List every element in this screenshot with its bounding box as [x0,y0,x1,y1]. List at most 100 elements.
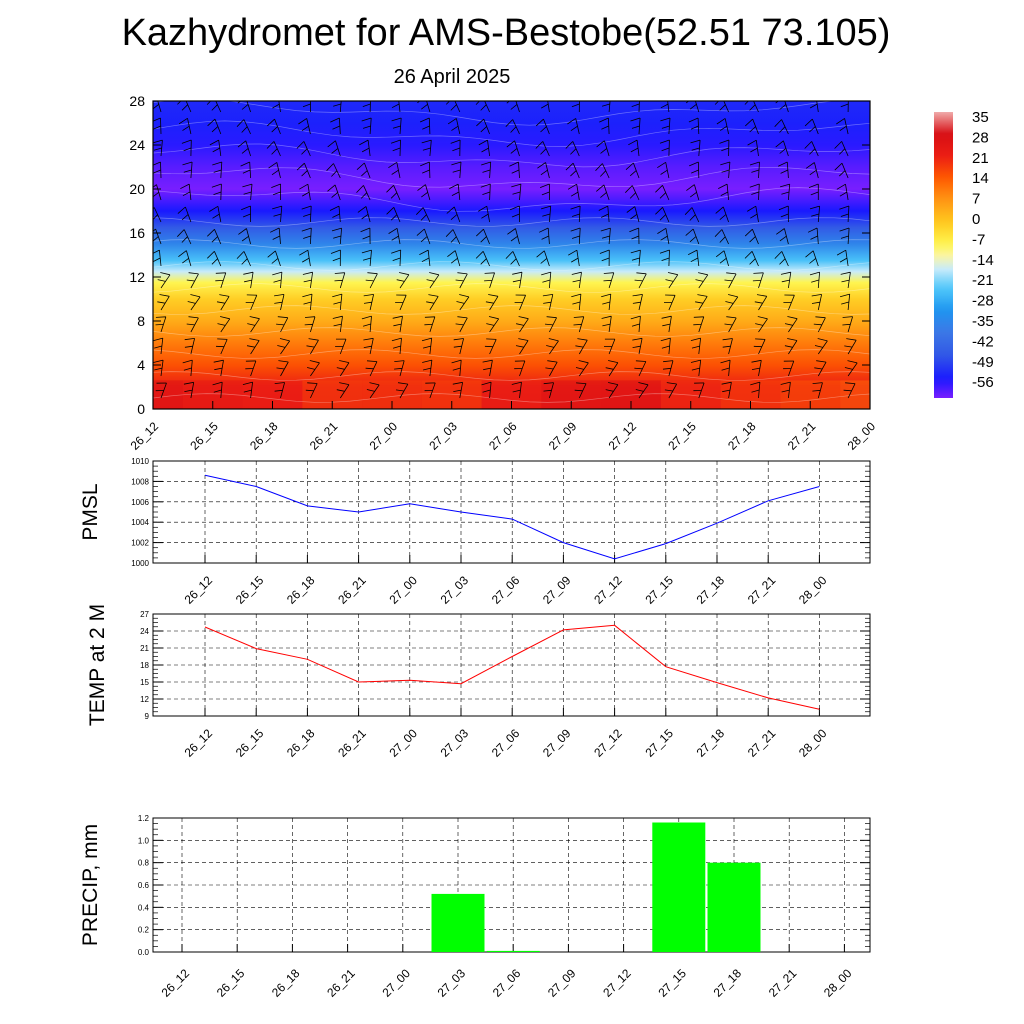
wind-barb [814,338,828,355]
wind-barb [754,294,768,311]
wind-barb [628,139,640,157]
wind-barb [335,338,347,355]
wind-barb [716,118,729,135]
colorbar-label: -42 [972,333,994,350]
wind-barb [536,250,550,267]
wind-barb [237,140,251,157]
wind-barb [245,360,257,377]
y-tick-label: 0.2 [138,926,150,935]
wind-barb [812,382,823,399]
wind-barb [567,118,580,135]
wind-barb [690,359,702,377]
wind-barb [209,205,222,223]
x-tick-label: 27_18 [694,573,728,607]
wind-barb [783,360,795,377]
wind-barb [359,139,371,157]
colorbar-label: -56 [972,374,994,391]
wind-barb [361,249,372,267]
x-tick-label: 27_21 [766,966,800,1000]
wind-barb [396,272,410,289]
wind-barb [478,205,490,223]
wind-barb [811,294,822,311]
wind-barb [725,294,739,311]
wind-barb [330,117,341,135]
wind-barb [538,101,550,113]
y-tick-label: 18 [140,661,149,670]
wind-barb [242,183,253,201]
wind-barb [481,161,492,179]
x-tick-label: 28_00 [821,966,855,1000]
wind-barb [267,250,281,267]
wind-barb [327,184,341,201]
wind-barb [356,185,371,201]
wind-barb [391,337,402,355]
x-tick-label: 27_15 [642,726,676,760]
wind-barb [153,359,164,377]
wind-barb [246,338,260,355]
wind-barb [421,139,432,157]
wind-barb [395,382,409,399]
x-tick-label: 27_06 [489,726,523,760]
wind-barb [243,271,254,289]
wind-barb [356,162,371,179]
wind-barb [839,205,850,223]
x-tick-label: 27_12 [591,726,625,760]
wind-barb [695,272,709,289]
wind-barb [778,161,789,179]
wind-barb [447,118,461,135]
wind-barb [247,316,260,333]
wind-barb [834,141,849,157]
wind-barb [419,249,431,267]
wind-barb [813,316,826,333]
wind-barb [445,101,461,113]
wind-barb [809,271,820,289]
wind-barb [722,338,733,355]
wind-barb [632,294,643,311]
x-tick-label: 28_00 [796,573,830,607]
wind-barb [808,183,819,200]
wind-barb [567,183,580,201]
wind-barb [272,205,283,223]
wind-barb [392,315,403,333]
wind-barb [240,161,251,179]
contour-line [153,327,870,337]
wind-barb [153,249,162,267]
wind-barb [836,249,849,267]
x-tick-label: 28_00 [796,726,830,760]
y-tick-label: 0.0 [138,948,150,957]
x-tick-label: 27_15 [665,419,699,453]
wind-barb [599,249,610,267]
wind-barb [302,293,313,311]
wind-barb [155,382,167,399]
wind-barb [659,249,670,267]
wind-barb [386,185,401,201]
wind-barb [631,101,640,113]
wind-barb [720,161,731,179]
wind-barb [304,316,316,333]
y-tick-label: 12 [129,269,145,285]
wind-barb [298,118,311,135]
contour-line [153,239,870,249]
wind-barb [775,140,789,157]
x-tick-label: 28_00 [845,419,879,453]
wind-barb [272,271,283,289]
wind-barb [744,101,759,113]
x-tick-label: 26_15 [233,573,267,607]
wind-barb [266,141,281,157]
wind-barb [687,249,700,267]
wind-barb [688,117,700,135]
wind-barb [207,118,222,135]
wind-barb [451,359,462,377]
contour-line [153,305,870,315]
wind-barb [545,360,558,377]
wind-barb [840,101,849,113]
wind-barb [775,101,789,113]
wind-barb [456,294,470,311]
wind-barb [630,249,641,267]
wind-barb [446,206,461,223]
wind-barb [332,293,343,311]
wind-barb [804,118,819,135]
wind-barb [336,360,350,377]
wind-barb [360,227,371,245]
wind-barbs [153,101,858,399]
